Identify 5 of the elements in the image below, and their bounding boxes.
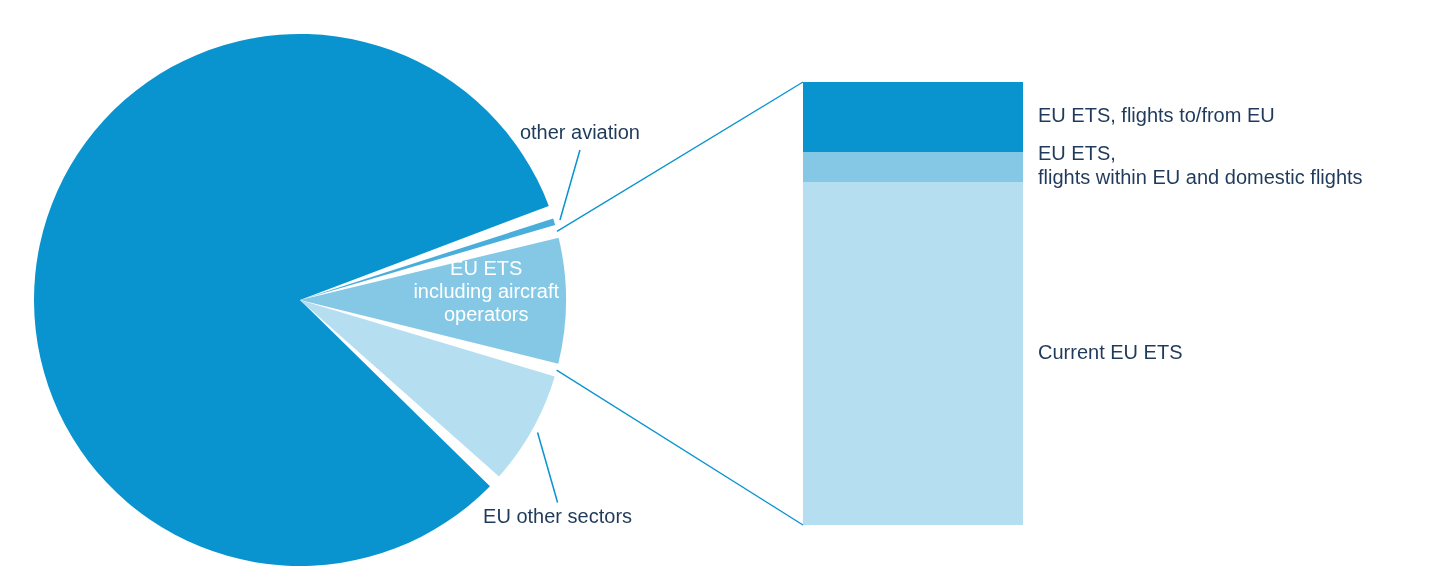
series-label: Current EU ETS [1038, 340, 1183, 363]
slice-label: EU other sectors [483, 505, 633, 528]
slice-label: other aviation [519, 121, 640, 144]
series-label: EU ETS, flights to/from EU [1038, 104, 1275, 127]
series-label: EU ETS, flights within EU and domestic flights [1038, 142, 1363, 189]
